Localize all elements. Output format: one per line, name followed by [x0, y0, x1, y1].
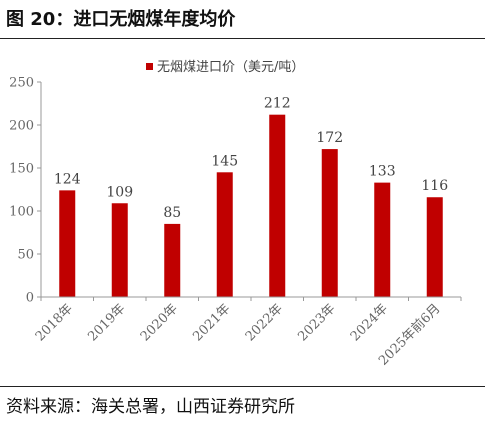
- x-tick-label: 2019年: [85, 301, 128, 344]
- data-label: 172: [316, 130, 343, 146]
- x-tick-label: 2018年: [33, 301, 76, 344]
- bar: [216, 172, 233, 297]
- bar: [111, 203, 128, 297]
- x-tick-label: 2022年: [243, 301, 286, 344]
- data-label: 133: [369, 164, 396, 180]
- bar: [59, 190, 76, 297]
- x-tick-label: 2024年: [348, 301, 391, 344]
- legend-label: 无烟煤进口价（美元/吨）: [157, 60, 304, 75]
- data-label: 124: [54, 171, 81, 187]
- data-label: 212: [264, 96, 291, 112]
- source-divider: [0, 386, 485, 387]
- figure-title: 图 20：进口无烟煤年度均价: [6, 9, 236, 30]
- y-tick-label: 0: [26, 291, 34, 306]
- data-labels: 124 109 85 145 212 172 133 116: [54, 96, 448, 221]
- bar: [269, 114, 286, 298]
- bar: [426, 197, 443, 297]
- x-tick-label: 2023年: [295, 301, 338, 344]
- legend-swatch: [146, 63, 153, 70]
- source-note: 资料来源：海关总署，山西证券研究所: [6, 397, 295, 417]
- bar: [374, 182, 391, 297]
- data-label: 85: [163, 205, 181, 221]
- bar-chart: 无烟煤进口价（美元/吨） 0 50 100 150 200 250 124 109 85 145…: [9, 60, 462, 369]
- data-label: 116: [421, 178, 448, 194]
- bar-series: [59, 114, 443, 298]
- title-divider: [0, 38, 485, 39]
- y-tick-label: 200: [9, 119, 34, 134]
- y-tick-label: 100: [9, 205, 34, 220]
- x-tick-label: 2021年: [190, 301, 233, 344]
- bar: [321, 149, 338, 297]
- chart-legend: 无烟煤进口价（美元/吨）: [146, 60, 304, 75]
- y-tick-label: 250: [9, 76, 34, 91]
- y-axis: 0 50 100 150 200 250: [9, 76, 42, 306]
- x-axis: 2018年 2019年 2020年 2021年 2022年 2023年 2024年2025年…: [33, 296, 462, 369]
- y-tick-label: 150: [9, 162, 34, 177]
- data-label: 145: [211, 153, 238, 169]
- bar: [164, 223, 181, 297]
- data-label: 109: [106, 184, 133, 200]
- x-tick-label: 2020年: [138, 301, 181, 344]
- y-tick-label: 50: [17, 248, 34, 263]
